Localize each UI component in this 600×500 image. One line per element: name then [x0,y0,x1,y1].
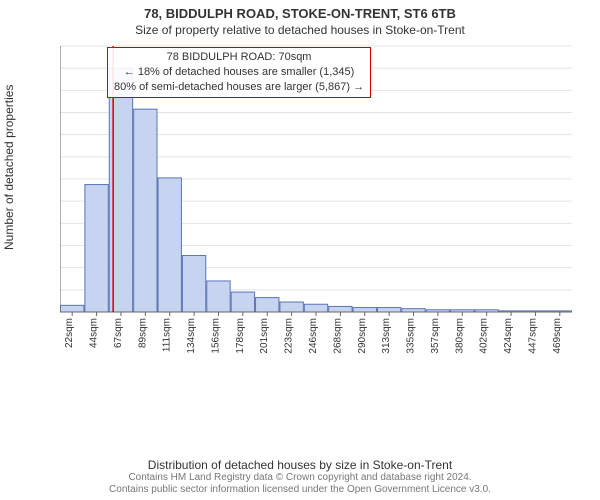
svg-text:223sqm: 223sqm [284,318,295,354]
svg-text:44sqm: 44sqm [89,318,100,348]
svg-text:469sqm: 469sqm [552,318,563,354]
svg-text:67sqm: 67sqm [113,318,124,348]
svg-text:268sqm: 268sqm [332,318,343,354]
svg-text:402sqm: 402sqm [479,318,490,354]
svg-text:201sqm: 201sqm [259,318,270,354]
svg-text:357sqm: 357sqm [430,318,441,354]
svg-text:134sqm: 134sqm [186,318,197,354]
x-axis-label: Distribution of detached houses by size … [0,458,600,472]
svg-text:335sqm: 335sqm [406,318,417,354]
svg-text:290sqm: 290sqm [357,318,368,354]
footer-line-1: Contains HM Land Registry data © Crown c… [0,472,600,484]
svg-text:380sqm: 380sqm [454,318,465,354]
svg-text:156sqm: 156sqm [210,318,221,354]
svg-text:246sqm: 246sqm [308,318,319,354]
svg-text:424sqm: 424sqm [503,318,514,354]
page-title-1: 78, BIDDULPH ROAD, STOKE-ON-TRENT, ST6 6… [0,6,600,21]
svg-text:89sqm: 89sqm [137,318,148,348]
footer-text: Contains HM Land Registry data © Crown c… [0,472,600,496]
annotation-line-1: 78 BIDDULPH ROAD: 70sqm [114,50,364,65]
annotation-line-2: ← 18% of detached houses are smaller (1,… [114,65,364,80]
y-axis-label: Number of detached properties [2,85,16,250]
annotation-line-3: 80% of semi-detached houses are larger (… [114,80,364,95]
page-title-2: Size of property relative to detached ho… [0,23,600,37]
svg-text:178sqm: 178sqm [235,318,246,354]
annotation-box: 78 BIDDULPH ROAD: 70sqm ← 18% of detache… [107,47,371,98]
svg-text:447sqm: 447sqm [527,318,538,354]
svg-text:22sqm: 22sqm [64,318,75,348]
svg-text:111sqm: 111sqm [162,318,173,352]
svg-text:313sqm: 313sqm [381,318,392,354]
footer-line-2: Contains public sector information licen… [0,484,600,496]
